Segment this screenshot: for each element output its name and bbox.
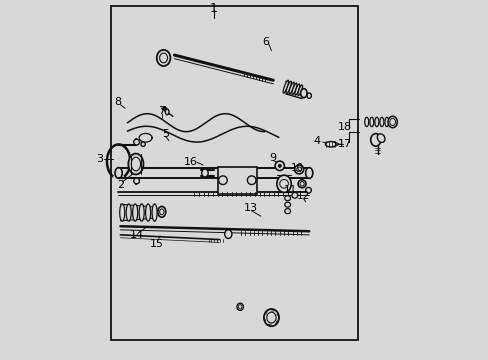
Circle shape xyxy=(163,107,166,110)
Ellipse shape xyxy=(283,80,288,93)
Ellipse shape xyxy=(387,116,397,128)
Text: 13: 13 xyxy=(244,203,258,213)
Ellipse shape xyxy=(152,204,157,221)
Ellipse shape xyxy=(131,157,140,171)
Text: 8: 8 xyxy=(114,97,121,107)
Ellipse shape xyxy=(296,167,301,172)
Text: 11: 11 xyxy=(284,185,297,195)
Bar xyxy=(111,6,357,340)
Circle shape xyxy=(275,161,284,171)
Ellipse shape xyxy=(305,168,312,179)
Ellipse shape xyxy=(201,169,208,177)
Ellipse shape xyxy=(306,93,311,98)
Ellipse shape xyxy=(237,303,243,310)
Text: 2: 2 xyxy=(117,180,124,189)
Ellipse shape xyxy=(145,204,150,221)
Text: 5: 5 xyxy=(162,129,168,139)
Circle shape xyxy=(134,139,139,145)
Ellipse shape xyxy=(224,230,231,238)
Ellipse shape xyxy=(276,175,291,193)
Ellipse shape xyxy=(115,168,122,179)
Text: 16: 16 xyxy=(184,157,198,167)
Ellipse shape xyxy=(374,117,378,127)
Text: 10: 10 xyxy=(290,163,304,172)
Ellipse shape xyxy=(288,82,294,94)
Ellipse shape xyxy=(158,206,165,217)
Text: 9: 9 xyxy=(269,153,276,163)
Circle shape xyxy=(218,176,227,185)
Ellipse shape xyxy=(294,165,303,174)
Ellipse shape xyxy=(299,182,304,186)
Bar xyxy=(217,167,257,194)
Text: 7: 7 xyxy=(158,106,165,116)
Ellipse shape xyxy=(364,117,368,127)
Circle shape xyxy=(247,176,256,185)
Ellipse shape xyxy=(369,117,373,127)
Ellipse shape xyxy=(389,118,395,126)
Ellipse shape xyxy=(384,117,388,127)
Ellipse shape xyxy=(159,53,167,63)
Ellipse shape xyxy=(291,83,296,95)
Ellipse shape xyxy=(370,134,380,146)
Ellipse shape xyxy=(139,204,144,221)
Ellipse shape xyxy=(126,204,131,221)
Ellipse shape xyxy=(297,85,302,96)
Ellipse shape xyxy=(284,208,290,213)
Text: 4: 4 xyxy=(313,136,321,147)
Text: 1: 1 xyxy=(209,2,218,15)
Text: 14: 14 xyxy=(129,230,143,240)
Ellipse shape xyxy=(264,309,279,326)
Ellipse shape xyxy=(278,164,281,167)
Ellipse shape xyxy=(298,180,305,188)
Text: 18: 18 xyxy=(337,122,351,132)
Ellipse shape xyxy=(377,134,384,143)
Ellipse shape xyxy=(165,109,169,115)
Text: 6: 6 xyxy=(262,37,269,47)
Ellipse shape xyxy=(284,202,290,207)
Circle shape xyxy=(291,193,297,198)
Text: 15: 15 xyxy=(149,239,163,249)
Text: 12: 12 xyxy=(297,192,310,201)
Circle shape xyxy=(134,178,139,184)
Circle shape xyxy=(279,180,288,188)
Ellipse shape xyxy=(305,188,311,193)
Ellipse shape xyxy=(266,312,276,323)
Ellipse shape xyxy=(238,305,242,309)
Circle shape xyxy=(141,142,145,147)
Ellipse shape xyxy=(285,81,291,94)
Ellipse shape xyxy=(120,204,124,221)
Ellipse shape xyxy=(294,84,299,95)
Ellipse shape xyxy=(325,141,336,147)
Ellipse shape xyxy=(300,89,306,98)
Ellipse shape xyxy=(159,209,163,215)
Ellipse shape xyxy=(132,204,138,221)
Ellipse shape xyxy=(379,117,383,127)
Ellipse shape xyxy=(157,50,170,66)
Ellipse shape xyxy=(128,154,143,175)
Text: 3: 3 xyxy=(96,154,103,165)
Ellipse shape xyxy=(284,196,290,201)
Text: 17: 17 xyxy=(337,139,351,149)
